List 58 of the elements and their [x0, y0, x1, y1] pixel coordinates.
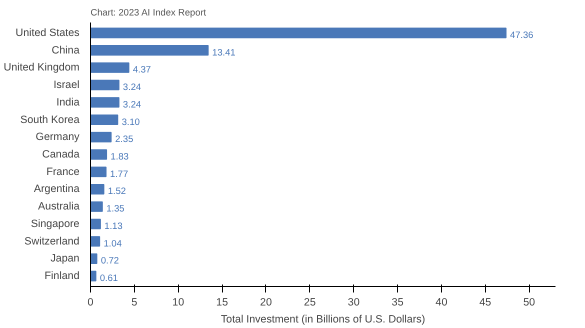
x-tick-label: 15 [216, 296, 228, 308]
x-tick-label: 10 [172, 296, 184, 308]
bar [90, 166, 107, 178]
x-axis-title: Total Investment (in Billions of U.S. Dollars) [220, 314, 426, 326]
bar [90, 97, 120, 108]
y-tick-label: United Kingdom [4, 62, 80, 74]
x-tick-label: 30 [348, 296, 360, 308]
x-tick-label: 5 [131, 296, 138, 308]
data-label: 3.10 [122, 116, 140, 127]
y-tick-label: Germany [36, 131, 80, 144]
x-tick-label: 35 [392, 296, 404, 308]
x-tick-label: 40 [436, 296, 448, 308]
data-label: 1.77 [110, 168, 128, 179]
data-label: 47.36 [510, 30, 534, 40]
data-label: 1.52 [108, 186, 126, 196]
bar [90, 28, 507, 38]
bar [90, 184, 104, 195]
y-tick-label: Israel [53, 79, 80, 92]
bar [90, 80, 120, 90]
data-label: 1.04 [104, 238, 122, 248]
y-tick-label: China [52, 44, 80, 56]
bar [90, 62, 130, 73]
data-label: 1.13 [104, 220, 123, 231]
bar [90, 149, 108, 160]
y-tick-label: Switzerland [24, 235, 80, 248]
data-label: 3.24 [122, 99, 142, 110]
data-label: 2.35 [115, 134, 134, 144]
bar [90, 132, 112, 142]
y-tick-label: United States [16, 26, 80, 39]
data-label: 1.35 [106, 204, 124, 214]
y-tick-label: Canada [42, 148, 80, 160]
y-tick-label: Argentina [34, 183, 80, 196]
data-label: 3.24 [122, 82, 142, 92]
bar [90, 218, 101, 230]
y-tick-label: Singapore [30, 218, 80, 230]
x-tick-label: 25 [304, 296, 316, 308]
bar [90, 270, 96, 282]
text: Chart: 2023 AI Index Report [90, 8, 207, 18]
y-tick-label: Australia [38, 200, 80, 213]
x-tick-label: 0 [88, 296, 94, 308]
data-label: 4.37 [132, 64, 151, 75]
x-tick-label: 50 [523, 296, 536, 308]
x-tick-label: 45 [479, 296, 492, 308]
y-tick-label: Japan [50, 252, 80, 265]
y-tick-label: South Korea [20, 114, 80, 126]
bar [90, 236, 100, 247]
y-tick-label: India [56, 96, 80, 108]
bar [90, 45, 209, 56]
data-label: 1.83 [110, 152, 129, 162]
bar [90, 201, 103, 212]
y-tick-label: Finland [44, 270, 80, 282]
data-label: 0.61 [100, 273, 118, 284]
data-label: 0.72 [100, 256, 119, 266]
bar [90, 114, 118, 126]
data-label: 13.41 [212, 47, 236, 58]
bar [90, 253, 98, 264]
y-tick-label: France [46, 166, 80, 178]
x-tick-label: 20 [260, 296, 272, 308]
